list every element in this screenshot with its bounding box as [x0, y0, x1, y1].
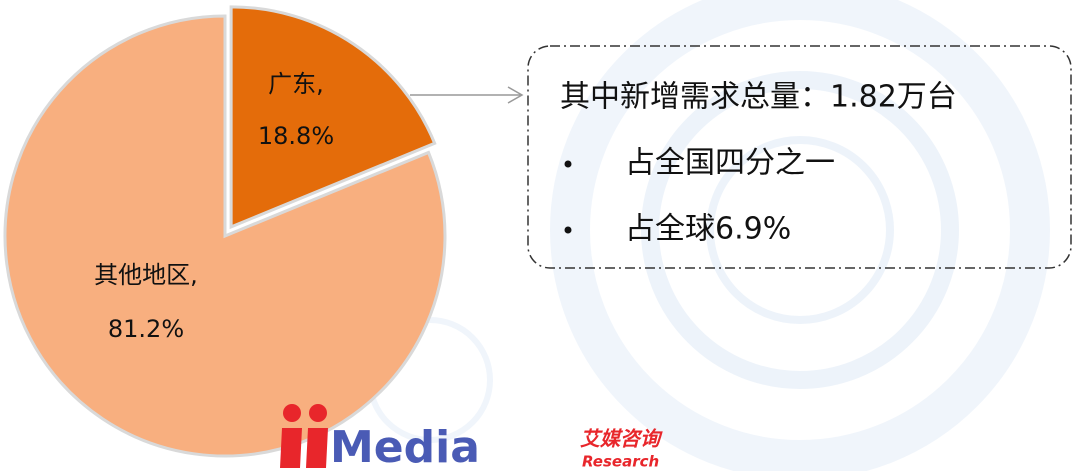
bullet: [564, 226, 572, 234]
annotation-bullet: 占全国四分之一: [625, 146, 835, 181]
logo-en: Research: [582, 453, 659, 471]
annotation-bullet: 占全球6.9%: [625, 212, 791, 247]
bullet: [564, 160, 572, 168]
slice-value-label: 18.8%: [258, 122, 334, 150]
logo-text: Media: [330, 422, 480, 471]
pie: [3, 5, 447, 458]
slice-label: 其他地区,: [94, 261, 198, 289]
logo: Media 艾媒咨询 Research: [280, 404, 663, 471]
slice-value-label: 81.2%: [108, 315, 184, 343]
pie-slice: [3, 14, 447, 458]
callout-arrow: [410, 86, 524, 104]
logo-cn: 艾媒咨询: [580, 427, 663, 451]
annotation-title: 其中新增需求总量：1.82万台: [560, 80, 957, 115]
annotation-box: [527, 45, 1072, 269]
pie-slice: [229, 5, 437, 230]
slice-label: 广东,: [268, 70, 324, 98]
